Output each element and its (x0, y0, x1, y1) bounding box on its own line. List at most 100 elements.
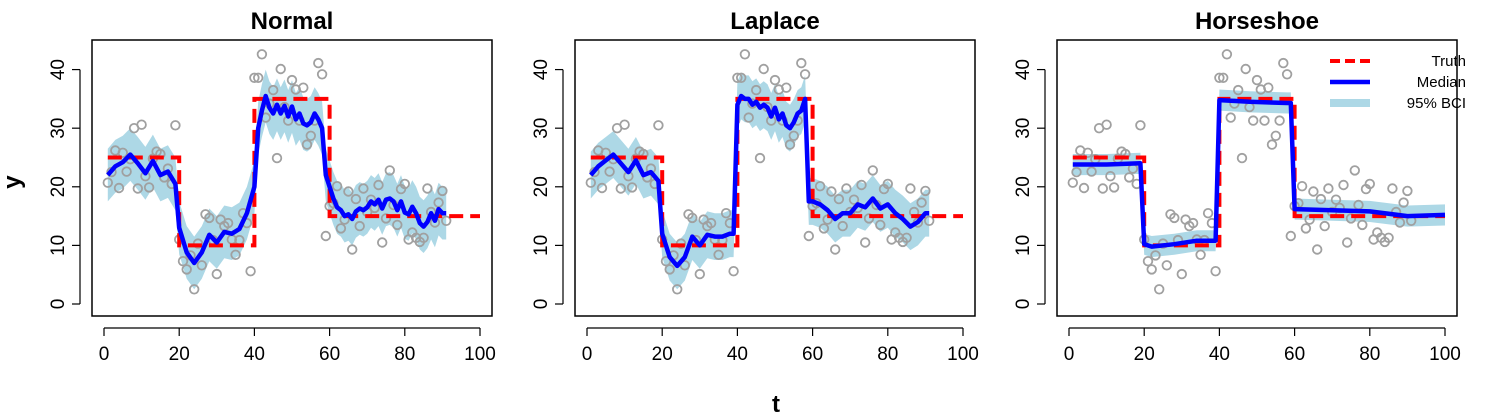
observation-point (249, 72, 260, 84)
observation-point (222, 217, 234, 229)
plot-frame (1056, 39, 1458, 317)
observation-point (1349, 165, 1361, 176)
observation-point (1270, 130, 1282, 142)
x-tick-label: 80 (877, 344, 898, 365)
x-tick-label: 0 (582, 344, 593, 365)
observation-point (1341, 237, 1353, 248)
observation-point (1176, 268, 1188, 280)
observation-point (1153, 284, 1165, 295)
observation-point (253, 72, 264, 84)
observation-point (728, 266, 739, 277)
observation-point (619, 119, 630, 130)
observation-point (1217, 72, 1229, 84)
observation-point (1161, 260, 1173, 271)
legend-label: Truth (1432, 53, 1466, 70)
x-axis-title: t (772, 391, 780, 418)
legend-item-truth: Truth (1330, 53, 1466, 70)
observation-point (1281, 69, 1293, 80)
observation-point (1071, 166, 1082, 178)
plot-frame (574, 39, 976, 317)
y-tick-label: 20 (1013, 176, 1034, 197)
observation-point (335, 223, 347, 234)
legend: Truth Median 95% BCI (1330, 53, 1466, 112)
observation-point (867, 165, 879, 176)
observation-point (1266, 139, 1278, 150)
observation-point (1123, 172, 1135, 183)
observation-point (1146, 264, 1157, 275)
observation-point (181, 264, 192, 275)
observation-point (1195, 249, 1206, 261)
observation-point (841, 183, 852, 194)
observation-point (1187, 217, 1199, 229)
observation-point (437, 185, 448, 197)
observation-point (1345, 213, 1357, 224)
observation-point (814, 180, 826, 192)
observation-point (848, 194, 860, 205)
observation-point (803, 230, 815, 242)
y-axis-title: y (0, 175, 26, 189)
x-tick-label: 0 (99, 344, 110, 365)
observation-point (837, 220, 848, 232)
median-line (1072, 97, 1446, 249)
x-tick-label: 0 (1064, 344, 1075, 365)
x-tick-label: 60 (802, 344, 823, 365)
observation-point (1078, 182, 1090, 194)
observation-point (1082, 147, 1094, 159)
plot-area (585, 49, 963, 295)
plot-area (1067, 49, 1446, 295)
observation-point (170, 120, 181, 131)
observation-point (230, 249, 241, 261)
observation-point (286, 74, 298, 86)
observation-point (818, 223, 830, 234)
observation-point (1398, 197, 1409, 208)
bci-band (107, 69, 447, 290)
observation-point (754, 152, 766, 164)
observation-point (313, 57, 324, 69)
y-tick-label: 30 (531, 118, 552, 139)
observation-point (316, 69, 328, 80)
observation-point (826, 186, 837, 197)
x-tick-label: 60 (1284, 344, 1305, 365)
median-line (106, 93, 447, 266)
observation-point (1263, 82, 1274, 93)
observation-point (1338, 179, 1349, 191)
observation-point (875, 219, 886, 231)
observation-point (347, 244, 358, 255)
observation-point (1357, 219, 1368, 231)
x-tick-label: 40 (1209, 344, 1230, 365)
observation-point (298, 82, 309, 93)
legend-label: Median (1417, 74, 1466, 91)
observation-point (860, 237, 871, 248)
y-tick-label: 0 (48, 299, 69, 310)
observation-point (1274, 115, 1285, 126)
observation-point (177, 256, 189, 267)
observation-point (1394, 217, 1406, 228)
observation-point (1105, 170, 1116, 182)
observation-point (1240, 63, 1251, 75)
median-line (589, 93, 930, 269)
observation-point (736, 72, 747, 84)
observation-point (1169, 212, 1180, 224)
observation-point (268, 84, 279, 96)
observation-point (1300, 223, 1312, 234)
y-tick-label: 30 (48, 118, 69, 139)
observation-point (882, 178, 894, 190)
y-tick-label: 10 (48, 235, 69, 256)
panel-laplace: Laplace 0 20 40 60 80 100 0 10 20 30 40 (531, 8, 979, 365)
observation-point (275, 63, 286, 75)
y-tick-label: 30 (1013, 118, 1034, 139)
observation-point (732, 72, 743, 84)
observation-point (1214, 72, 1225, 84)
observation-point (585, 177, 597, 188)
observation-point (331, 180, 343, 192)
observation-point (856, 179, 867, 191)
observation-point (121, 166, 132, 177)
y-axis: 0 10 20 30 40 (531, 59, 564, 309)
observation-point (392, 219, 403, 231)
observation-point (672, 284, 683, 295)
observation-point (705, 217, 717, 229)
y-tick-label: 10 (1013, 235, 1034, 256)
observation-point (301, 139, 313, 150)
observation-point (901, 232, 912, 244)
